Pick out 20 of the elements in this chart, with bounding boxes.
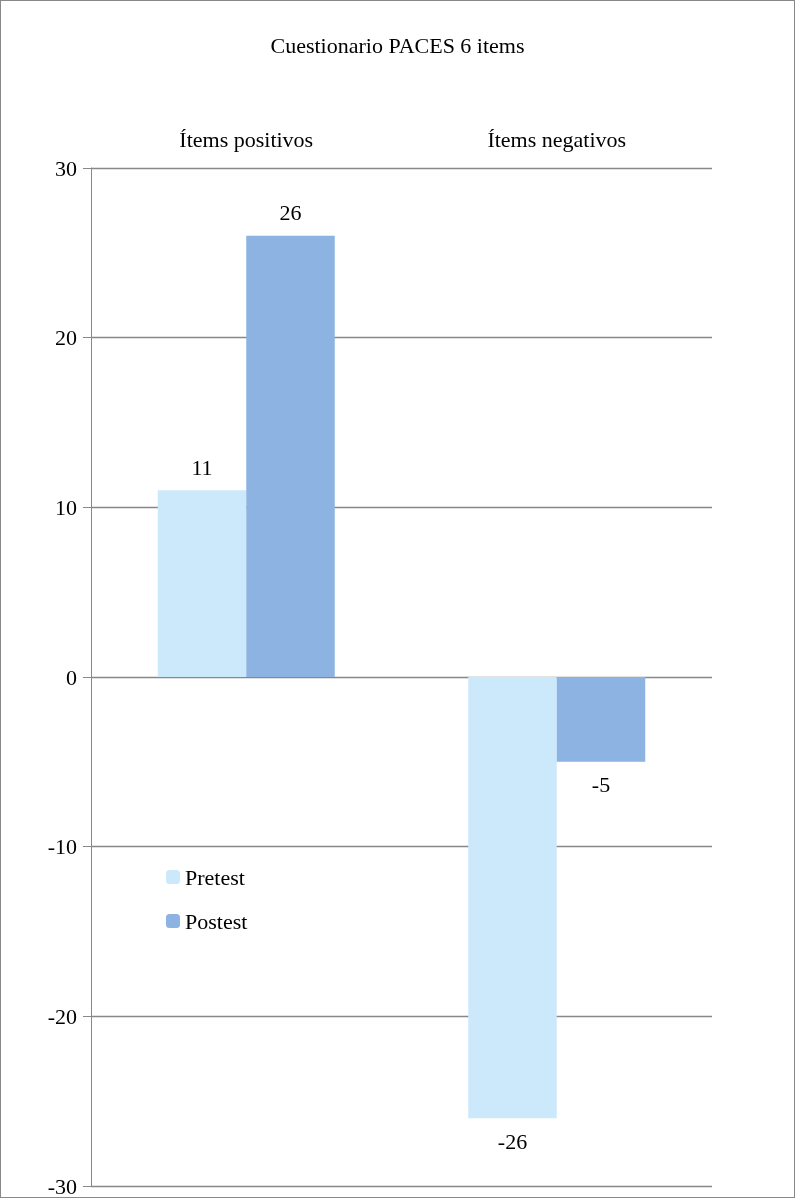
bar <box>468 677 557 1119</box>
bar <box>246 235 335 677</box>
y-tick-label: -30 <box>47 1173 77 1198</box>
x-tick-label: Ítems positivos <box>179 126 314 152</box>
y-tick-label: 20 <box>55 325 77 351</box>
data-label: 26 <box>279 200 302 226</box>
data-label: 11 <box>191 454 213 480</box>
y-tick-label: 30 <box>55 155 77 181</box>
y-tick-label: -20 <box>47 1003 77 1029</box>
data-label: -5 <box>591 772 611 798</box>
y-tick-label: 0 <box>66 664 77 690</box>
legend-label: Pretest <box>185 864 245 890</box>
bar <box>556 677 646 762</box>
bar <box>157 490 247 677</box>
chart-title: Cuestionario PACES 6 items <box>270 32 525 58</box>
legend-label: Postest <box>185 908 248 934</box>
x-tick-label: Ítems negativos <box>487 126 627 152</box>
y-tick-label: 10 <box>55 494 77 520</box>
data-label: -26 <box>497 1128 528 1154</box>
y-tick-label: -10 <box>47 834 77 860</box>
